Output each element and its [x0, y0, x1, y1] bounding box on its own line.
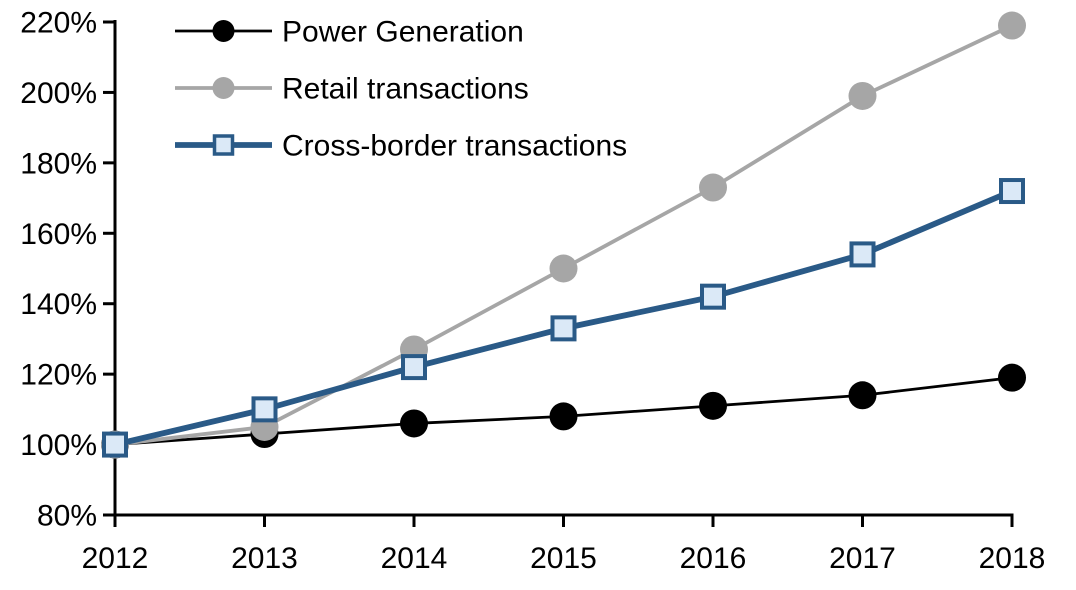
- x-tick-label: 2016: [680, 542, 747, 575]
- y-tick-label: 200%: [20, 77, 97, 110]
- legend-item-1: Retail transactions: [175, 73, 529, 106]
- y-tick-label: 180%: [20, 147, 97, 180]
- legend-item-2: Cross-border transactions: [175, 130, 627, 163]
- data-point-square: [700, 283, 726, 310]
- y-tick-label: 100%: [20, 429, 97, 462]
- data-point-square: [550, 315, 577, 342]
- x-tick-label: 2014: [381, 542, 448, 575]
- data-point-circle: [848, 381, 877, 410]
- legend-label: Retail transactions: [282, 73, 529, 106]
- legend-label: Cross-border transactions: [282, 130, 627, 163]
- y-tick-label: 80%: [37, 500, 97, 533]
- legend-label: Power Generation: [282, 16, 524, 49]
- data-point-circle: [400, 409, 428, 438]
- data-point-circle: [549, 254, 578, 283]
- x-tick-label: 2013: [231, 542, 298, 575]
- x-tick-label: 2015: [530, 542, 597, 575]
- y-tick-label: 140%: [20, 288, 97, 321]
- x-tick-label: 2017: [829, 542, 896, 575]
- y-tick-label: 220%: [20, 7, 97, 40]
- legend-item-0: Power Generation: [175, 16, 524, 49]
- data-point-circle: [998, 363, 1026, 392]
- x-tick-label: 2018: [979, 542, 1046, 575]
- data-point-circle: [998, 11, 1026, 40]
- data-point-circle: [848, 81, 877, 110]
- y-tick-label: 120%: [20, 359, 97, 392]
- data-point-square: [251, 396, 278, 423]
- data-point-circle: [699, 391, 727, 420]
- data-point-square: [999, 178, 1025, 205]
- legend-marker-circle: [212, 77, 235, 99]
- data-point-circle: [699, 173, 727, 202]
- data-point-circle: [549, 402, 578, 431]
- y-tick-label: 160%: [20, 218, 97, 251]
- x-tick-label: 2012: [82, 542, 149, 575]
- legend-marker-circle: [212, 20, 235, 42]
- legend-marker-square: [212, 134, 235, 156]
- data-point-square: [102, 431, 128, 458]
- data-point-square: [849, 241, 876, 268]
- data-point-square: [401, 354, 427, 381]
